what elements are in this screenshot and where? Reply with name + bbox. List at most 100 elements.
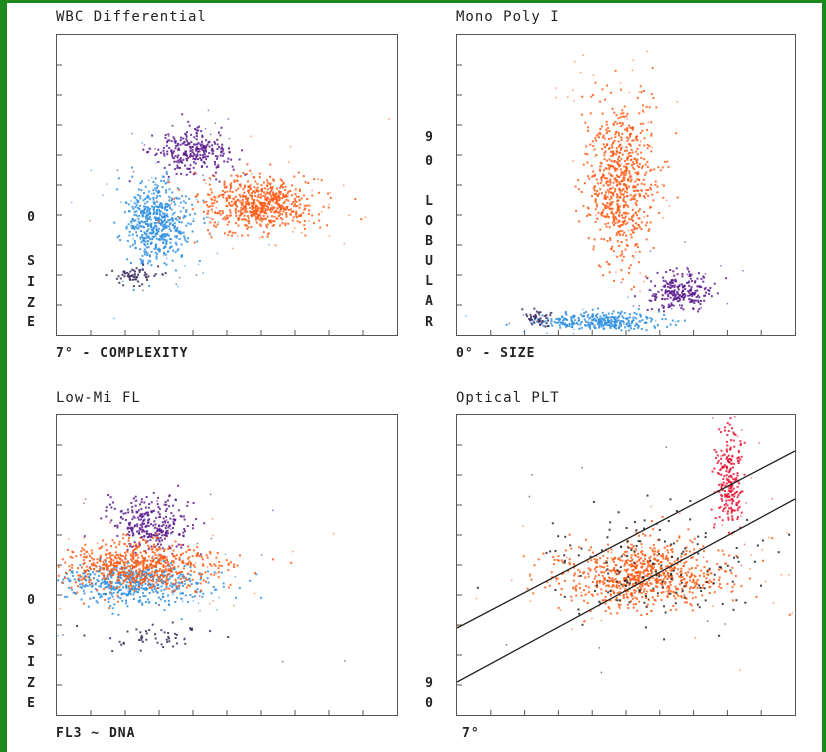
scatter-point: [630, 127, 633, 130]
scatter-point: [649, 250, 652, 252]
scatter-point: [217, 567, 220, 570]
scatter-point: [124, 557, 127, 560]
scatter-point: [659, 169, 662, 172]
scatter-point: [188, 560, 191, 563]
scatter-point: [165, 503, 168, 506]
scatter-point: [83, 578, 86, 581]
scatter-point: [140, 572, 143, 575]
scatter-point: [641, 563, 644, 566]
scatter-point: [205, 200, 208, 203]
scatter-point: [146, 588, 149, 591]
scatter-point: [593, 238, 596, 241]
scatter-point: [178, 558, 181, 561]
scatter-point: [568, 324, 571, 327]
scatter-point: [626, 212, 629, 215]
scatter-point: [83, 556, 86, 559]
scatter-point: [576, 323, 579, 326]
scatter-point: [672, 281, 675, 284]
scatter-point: [304, 228, 306, 230]
scatter-point: [117, 554, 120, 557]
scatter-point: [110, 558, 113, 561]
scatter-point: [155, 536, 158, 539]
scatter-point: [601, 112, 604, 115]
scatter-point: [123, 580, 125, 583]
scatter-point: [535, 310, 538, 313]
scatter-point: [209, 205, 212, 208]
scatter-point: [187, 222, 190, 225]
scatter-point: [144, 601, 147, 603]
scatter-point: [128, 180, 131, 183]
scatter-point: [176, 596, 178, 599]
scatter-point: [212, 534, 214, 537]
scatter-point: [145, 563, 148, 566]
scatter-point: [706, 573, 709, 576]
scatter-point: [132, 497, 135, 500]
scatter-point: [168, 225, 171, 228]
scatter-point: [632, 606, 635, 609]
scatter-point: [633, 316, 636, 318]
scatter-point: [195, 147, 198, 150]
scatter-point: [126, 605, 129, 608]
scatter-point: [633, 157, 636, 160]
scatter-point: [169, 570, 172, 573]
scatter-point: [214, 588, 217, 591]
scatter-point: [119, 597, 122, 600]
scatter-point: [656, 554, 659, 557]
scatter-point: [546, 317, 549, 320]
scatter-point: [640, 182, 643, 185]
scatter-point: [703, 276, 706, 279]
scatter-point: [632, 215, 635, 217]
scatter-point: [656, 594, 659, 597]
scatter-point: [128, 581, 131, 584]
scatter-point: [613, 140, 616, 142]
scatter-point: [154, 572, 157, 575]
scatter-point: [618, 175, 621, 178]
scatter-point: [257, 200, 260, 203]
scatter-point: [580, 313, 583, 316]
scatter-point: [135, 578, 138, 581]
scatter-point: [121, 599, 124, 602]
scatter-point: [618, 315, 621, 318]
scatter-point: [93, 567, 95, 570]
scatter-point: [168, 163, 171, 166]
scatter-point: [192, 549, 195, 552]
scatter-point: [147, 524, 150, 527]
scatter-point: [642, 572, 645, 575]
scatter-point: [145, 217, 148, 220]
scatter-point: [241, 149, 244, 152]
scatter-point: [193, 595, 196, 598]
scatter-point: [146, 569, 149, 572]
scatter-point: [195, 553, 198, 556]
scatter-point: [127, 590, 130, 593]
scatter-point: [164, 208, 167, 211]
scatter-point: [676, 563, 679, 566]
scatter-point: [202, 592, 205, 595]
scatter-point: [139, 562, 142, 565]
scatter-point: [160, 629, 163, 632]
scatter-point: [699, 303, 702, 306]
scatter-point: [92, 571, 94, 574]
scatter-point: [615, 218, 618, 221]
scatter-point: [159, 214, 162, 217]
scatter-point: [88, 579, 91, 581]
scatter-point: [83, 592, 86, 595]
scatter-point: [215, 225, 217, 228]
scatter-point: [111, 612, 114, 615]
scatter-point: [162, 238, 165, 241]
scatter-point: [614, 69, 617, 72]
scatter-point: [138, 544, 141, 547]
scatter-point: [244, 204, 247, 207]
scatter-point: [122, 561, 125, 564]
scatter-point: [209, 234, 212, 236]
scatter-point: [168, 523, 171, 526]
scatter-point: [138, 574, 141, 577]
scatter-point: [282, 194, 285, 197]
scatter-point: [574, 588, 577, 591]
scatter-point: [201, 134, 204, 137]
scatter-point: [586, 215, 589, 217]
scatter-point: [648, 557, 651, 560]
scatter-point: [568, 322, 571, 325]
scatter-point: [687, 290, 690, 293]
scatter-point: [619, 136, 622, 139]
scatter-point: [77, 567, 79, 570]
